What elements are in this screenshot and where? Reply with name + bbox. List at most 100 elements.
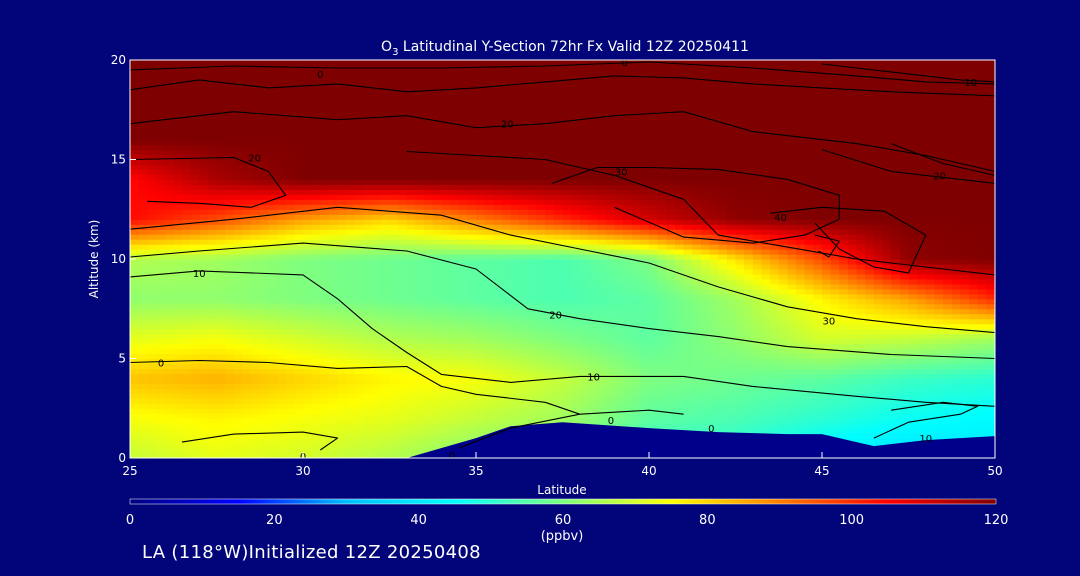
heatmap-cell [830,308,840,315]
heatmap-cell [441,363,451,370]
heatmap-cell [623,288,633,295]
heatmap-cell [527,214,538,220]
heatmap-cell [432,244,442,250]
heatmap-cell [726,418,737,424]
heatmap-cell [242,254,252,260]
heatmap-cell [389,219,399,225]
heatmap-cell [277,263,287,270]
heatmap-cell [899,214,910,220]
heatmap-cell [770,313,780,320]
heatmap-cell [839,283,849,290]
heatmap-cell [155,308,166,315]
heatmap-cell [328,423,339,429]
heatmap-cell [311,368,321,375]
heatmap-cell [501,288,512,295]
heatmap-cell [225,209,235,215]
heatmap-cell [649,418,659,424]
heatmap-cell [328,209,339,215]
heatmap-cell [190,259,200,265]
heatmap-cell [709,298,719,305]
heatmap-cell [735,229,745,235]
heatmap-cell [277,393,287,399]
heatmap-cell [294,378,304,384]
heatmap-cell [519,308,529,315]
heatmap-cell [311,448,321,454]
heatmap-cell [623,293,633,300]
heatmap-cell [476,343,486,350]
heatmap-cell [770,423,780,429]
heatmap-cell [519,283,529,290]
heatmap-cell [752,293,763,300]
heatmap-cell [285,358,295,365]
heatmap-cell [674,423,685,429]
heatmap-cell [761,363,771,370]
heatmap-cell [277,259,287,265]
heatmap-cell [294,288,304,295]
heatmap-cell [424,214,434,220]
heatmap-cell [943,268,953,275]
heatmap-cell [450,214,460,220]
heatmap-cell [899,363,910,370]
heatmap-cell [190,343,200,350]
heatmap-cell [882,433,892,439]
heatmap-cell [692,254,702,260]
heatmap-cell [130,368,140,375]
heatmap-cell [778,363,788,370]
heatmap-cell [527,308,538,315]
heatmap-cell [251,428,261,434]
heatmap-cell [934,288,944,295]
heatmap-cell [951,348,961,355]
heatmap-cell [666,219,676,225]
heatmap-cell [251,249,261,255]
heatmap-cell [804,313,814,320]
heatmap-cell [346,343,356,350]
heatmap-cell [666,283,676,290]
heatmap-cell [726,318,737,325]
heatmap-cell [259,393,269,399]
heatmap-cell [476,388,486,394]
heatmap-cell [925,408,936,414]
heatmap-cell [804,373,814,379]
heatmap-cell [553,278,564,285]
heatmap-cell [130,398,140,404]
heatmap-cell [398,333,408,340]
heatmap-cell [856,259,866,265]
heatmap-cell [649,323,659,330]
heatmap-cell [744,214,754,220]
heatmap-cell [328,263,339,270]
heatmap-cell [164,433,174,439]
heatmap-cell [164,413,174,419]
heatmap-cell [432,378,442,384]
heatmap-cell [579,338,590,345]
heatmap-cell [649,403,659,409]
heatmap-cell [424,378,434,384]
heatmap-cell [372,318,382,325]
heatmap-cell [164,273,174,280]
heatmap-cell [943,313,953,320]
heatmap-cell [458,214,468,220]
heatmap-cell [605,348,615,355]
heatmap-cell [328,278,339,285]
heatmap-cell [242,293,252,300]
heatmap-cell [441,263,451,270]
heatmap-cell [865,249,875,255]
heatmap-cell [251,408,261,414]
heatmap-cell [545,348,555,355]
heatmap-cell [796,268,806,275]
heatmap-cell [432,338,442,345]
heatmap-cell [415,368,425,375]
heatmap-cell [700,343,711,350]
heatmap-cell [130,443,140,449]
heatmap-cell [882,328,892,335]
heatmap-cell [571,224,581,230]
heatmap-cell [631,378,641,384]
heatmap-cell [233,383,244,389]
heatmap-cell [303,298,313,305]
heatmap-cell [164,209,174,215]
heatmap-cell [484,209,494,215]
heatmap-cell [164,378,174,384]
heatmap-cell [372,268,382,275]
heatmap-cell [752,303,763,310]
heatmap-cell [450,298,460,305]
heatmap-cell [770,308,780,315]
